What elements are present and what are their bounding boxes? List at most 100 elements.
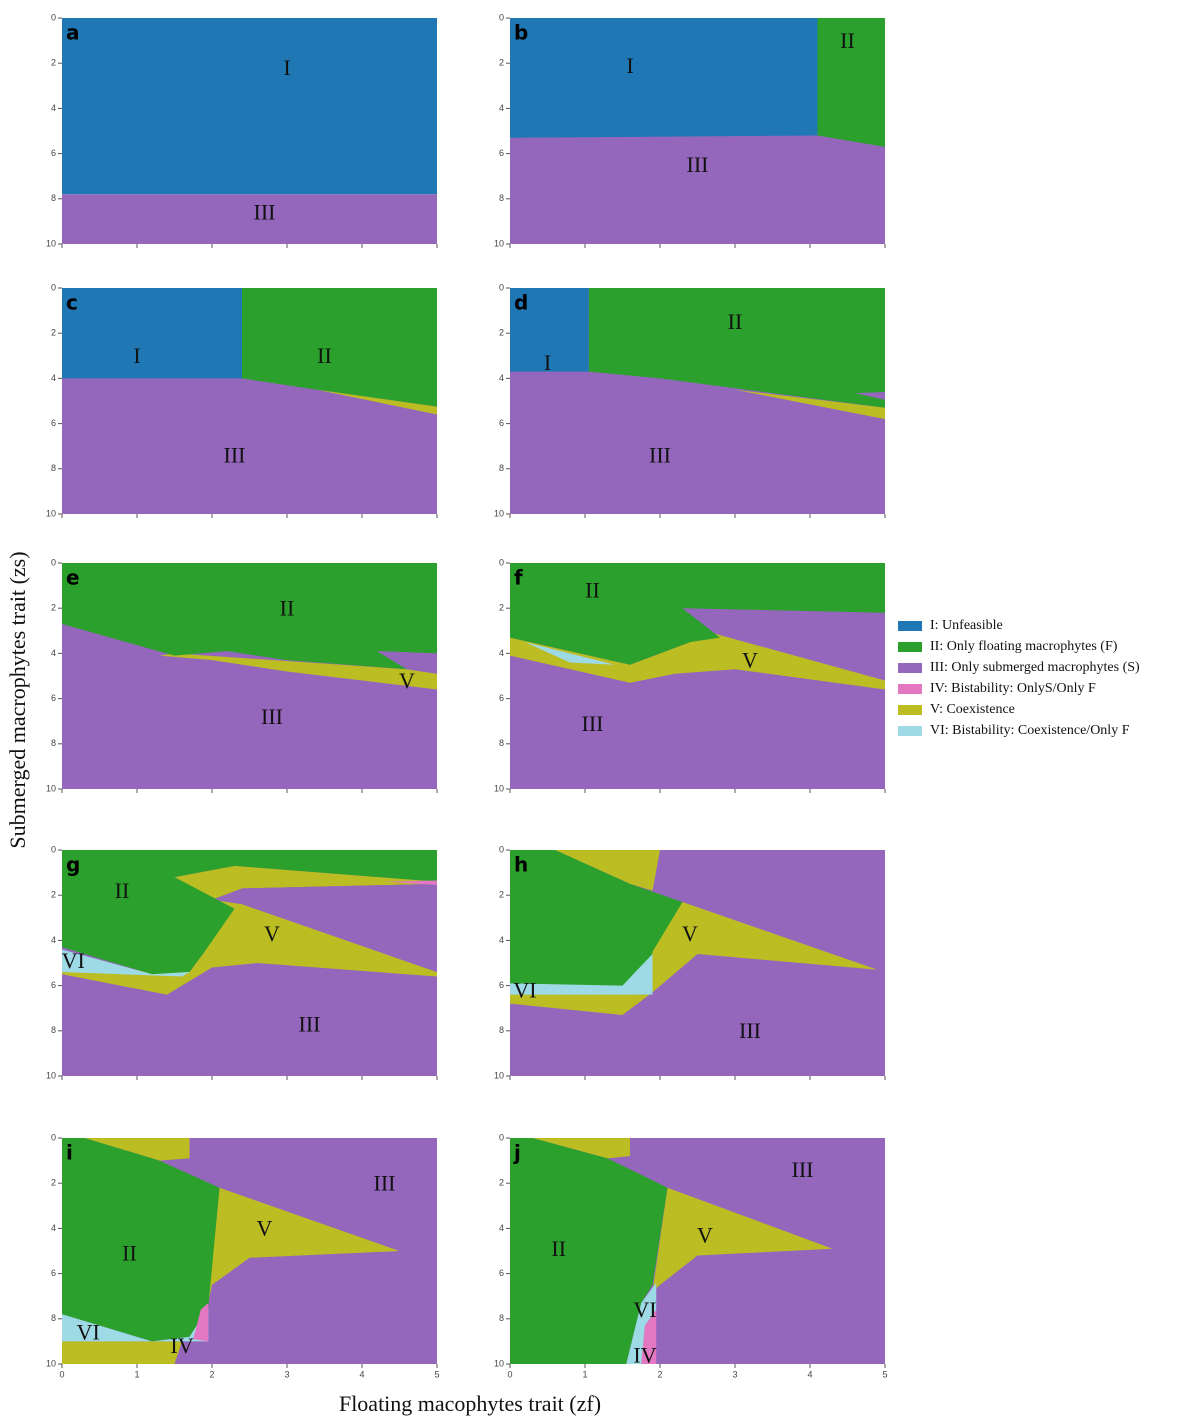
legend-label: V: Coexistence — [930, 702, 1015, 717]
regime-region — [817, 18, 885, 147]
y-tick-label: 0 — [499, 282, 504, 292]
y-tick-label: 4 — [499, 103, 504, 113]
y-tick-label: 8 — [499, 463, 504, 473]
regime-region — [626, 1282, 657, 1364]
regime-region — [588, 288, 885, 408]
regime-region — [62, 1307, 209, 1342]
y-tick-label: 8 — [499, 738, 504, 748]
region-label: I — [283, 55, 290, 80]
panel-letter: b — [514, 21, 528, 45]
region-label: II — [585, 577, 600, 602]
y-tick-label: 4 — [51, 1223, 56, 1233]
regime-region — [193, 1302, 209, 1342]
regime-region — [62, 288, 242, 379]
regime-region — [735, 389, 885, 420]
region-label: III — [582, 711, 604, 736]
regime-region — [510, 563, 885, 665]
panel-letter: g — [66, 853, 80, 877]
x-tick-label: 4 — [807, 1369, 812, 1379]
y-tick-label: 0 — [51, 12, 56, 22]
y-tick-label: 6 — [499, 1268, 504, 1278]
y-tick-label: 8 — [51, 1025, 56, 1035]
regime-region — [62, 1138, 220, 1342]
y-tick-label: 6 — [51, 418, 56, 428]
y-axis-title: Submerged macrophytes trait (zs) — [5, 551, 30, 848]
panel: III V II e0 2 4 6 8 10 — [46, 557, 438, 793]
y-tick-label: 2 — [51, 890, 56, 900]
regime-region — [510, 18, 818, 138]
region-label: I — [626, 53, 633, 78]
y-tick-label: 6 — [499, 418, 504, 428]
region-label: II — [280, 596, 295, 621]
x-tick-label: 2 — [209, 1369, 214, 1379]
panel-letter: j — [513, 1141, 521, 1165]
y-tick-label: 10 — [494, 1358, 504, 1368]
y-tick-label: 10 — [46, 238, 56, 248]
region-label: II — [122, 1241, 137, 1266]
regime-region — [510, 850, 683, 995]
y-tick-label: 8 — [51, 193, 56, 203]
y-tick-label: 6 — [499, 980, 504, 990]
y-tick-label: 10 — [494, 783, 504, 793]
region-label: III — [792, 1157, 814, 1182]
region-label: III — [739, 1018, 761, 1043]
legend-label: III: Only submerged macrophytes (S) — [930, 660, 1140, 675]
regime-region — [525, 642, 615, 665]
legend-swatch — [898, 642, 922, 652]
y-tick-label: 8 — [51, 463, 56, 473]
y-tick-label: 4 — [499, 935, 504, 945]
x-tick-label: 3 — [284, 1369, 289, 1379]
panel-letter: c — [66, 291, 78, 315]
region-label: V — [697, 1222, 713, 1247]
region-label: VI — [633, 1297, 656, 1322]
regime-region — [159, 653, 437, 690]
region-label: III — [224, 443, 246, 468]
y-tick-label: 2 — [51, 328, 56, 338]
region-label: III — [254, 200, 276, 225]
regime-region — [510, 1138, 668, 1364]
legend-label: II: Only floating macrophytes (F) — [930, 639, 1118, 654]
x-tick-label: 2 — [657, 1369, 662, 1379]
legend-swatch — [898, 726, 922, 736]
region-label: V — [264, 921, 280, 946]
regime-region — [510, 633, 885, 690]
y-tick-label: 0 — [499, 1132, 504, 1142]
regime-region — [377, 651, 437, 674]
x-tick-label: 4 — [359, 1369, 364, 1379]
regime-region — [62, 949, 190, 977]
y-tick-label: 0 — [499, 12, 504, 22]
y-tick-label: 2 — [499, 1178, 504, 1188]
x-tick-label: 3 — [732, 1369, 737, 1379]
legend-swatch — [898, 684, 922, 694]
y-tick-label: 6 — [51, 693, 56, 703]
region-label: IV — [170, 1333, 193, 1358]
y-tick-label: 6 — [51, 980, 56, 990]
regime-region — [242, 883, 437, 973]
panel-letter: d — [514, 291, 528, 315]
y-tick-label: 10 — [494, 238, 504, 248]
regime-region — [242, 288, 437, 407]
regime-region — [384, 880, 437, 886]
regime-region — [555, 850, 660, 891]
region-label: III — [649, 443, 671, 468]
y-tick-label: 6 — [51, 148, 56, 158]
legend-label: VI: Bistability: Coexistence/Only F — [930, 723, 1130, 738]
y-tick-label: 2 — [51, 58, 56, 68]
y-tick-label: 4 — [51, 103, 56, 113]
y-tick-label: 2 — [499, 890, 504, 900]
region-label: I — [133, 343, 140, 368]
region-label: II — [840, 28, 855, 53]
panel-letter: f — [514, 566, 523, 590]
y-tick-label: 4 — [499, 648, 504, 658]
region-label: V — [257, 1216, 273, 1241]
y-tick-label: 2 — [499, 603, 504, 613]
regime-region — [682, 608, 885, 681]
legend-swatch — [898, 663, 922, 673]
region-label: II — [551, 1236, 566, 1261]
y-tick-label: 2 — [51, 603, 56, 613]
